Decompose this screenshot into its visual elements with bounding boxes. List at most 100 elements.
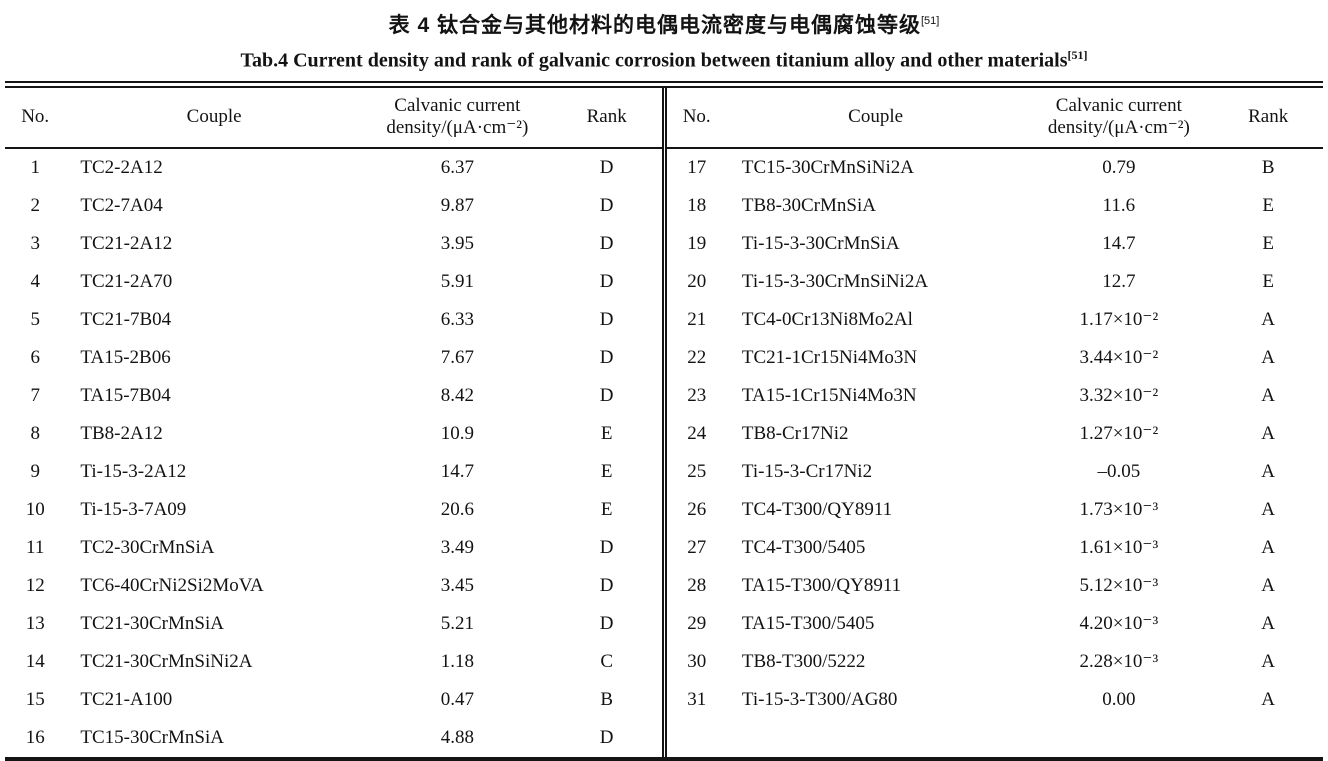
rank-cell: D (599, 346, 614, 368)
density-cell: 5.91 (440, 270, 474, 292)
no-cell: 25 (687, 460, 707, 482)
table-row: 14 TC21-30CrMnSiNi2A 1.18 C (5, 643, 662, 681)
density-cell: 0.47 (440, 688, 474, 710)
couple-cell: TA15-T300/5405 (741, 612, 875, 634)
no-cell: 10 (25, 498, 45, 520)
table-row: 21 TC4-0Cr13Ni8Mo2Al 1.17×10⁻² A (667, 301, 1324, 339)
rank-cell: A (1261, 384, 1276, 406)
density-cell: 4.88 (440, 726, 474, 748)
col-header-rank: Rank (551, 87, 662, 149)
rank-cell: B (600, 688, 614, 710)
no-cell: 3 (30, 232, 40, 254)
table-body-left: 1 TC2-2A12 6.37 D 2 TC2-7A04 9.87 D 3 TC21-2A12 3.… (5, 148, 662, 757)
rank-cell: A (1261, 422, 1276, 444)
no-cell: 7 (30, 384, 40, 406)
table-row: 7 TA15-7B04 8.42 D (5, 377, 662, 415)
rank-cell: D (599, 194, 614, 216)
table-row: 16 TC15-30CrMnSiA 4.88 D (5, 719, 662, 757)
rank-cell: A (1261, 688, 1276, 710)
couple-cell: TC21-30CrMnSiNi2A (80, 650, 253, 672)
couple-cell: TB8-30CrMnSiA (741, 194, 876, 216)
col-header-rank: Rank (1213, 87, 1323, 149)
couple-cell: TC6-40CrNi2Si2MoVA (80, 574, 264, 596)
rank-cell: A (1261, 460, 1276, 482)
rank-cell: A (1261, 612, 1276, 634)
density-cell: 0.79 (1102, 156, 1136, 178)
no-cell: 12 (25, 574, 45, 596)
table-right: No. Couple Calvanic current density/(μA·… (666, 87, 1324, 719)
col-header-density: Calvanic current density/(μA·cm⁻²) (1024, 87, 1214, 149)
couple-cell: Ti-15-3-30CrMnSiNi2A (741, 270, 929, 292)
table-row: 11 TC2-30CrMnSiA 3.49 D (5, 529, 662, 567)
header-row-right: No. Couple Calvanic current density/(μA·… (666, 87, 1323, 149)
couple-cell: TA15-7B04 (80, 384, 171, 406)
table-row: 29 TA15-T300/5405 4.20×10⁻³ A (667, 605, 1324, 643)
table-row: 24 TB8-Cr17Ni2 1.27×10⁻² A (667, 415, 1324, 453)
rank-cell: A (1261, 574, 1276, 596)
rank-cell: D (599, 308, 614, 330)
no-cell: 5 (30, 308, 40, 330)
density-cell: 3.44×10⁻² (1079, 347, 1159, 369)
rank-cell: E (600, 460, 613, 482)
no-cell: 31 (687, 688, 707, 710)
density-cell: 3.49 (440, 536, 474, 558)
density-cell: 7.67 (440, 346, 474, 368)
density-cell: 1.73×10⁻³ (1079, 499, 1159, 521)
couple-cell: TC4-T300/QY8911 (741, 498, 893, 520)
table-row: 27 TC4-T300/5405 1.61×10⁻³ A (667, 529, 1324, 567)
density-cell: 1.17×10⁻² (1079, 309, 1159, 331)
couple-cell: Ti-15-3-7A09 (80, 498, 187, 520)
table-row: 31 Ti-15-3-T300/AG80 0.00 A (667, 681, 1324, 719)
table-row: 9 Ti-15-3-2A12 14.7 E (5, 453, 662, 491)
density-cell: 6.37 (440, 156, 474, 178)
no-cell: 1 (30, 156, 40, 178)
rank-cell: A (1261, 308, 1276, 330)
no-cell: 18 (687, 194, 707, 216)
table-caption-en: Tab.4 Current density and rank of galvan… (0, 42, 1328, 74)
density-cell: 5.12×10⁻³ (1079, 575, 1159, 597)
rank-cell: D (599, 574, 614, 596)
table-row: 23 TA15-1Cr15Ni4Mo3N 3.32×10⁻² A (667, 377, 1324, 415)
rank-cell: E (600, 422, 613, 444)
no-cell: 9 (30, 460, 40, 482)
table-row: 8 TB8-2A12 10.9 E (5, 415, 662, 453)
couple-cell: TC4-T300/5405 (741, 536, 866, 558)
table-row: 28 TA15-T300/QY8911 5.12×10⁻³ A (667, 567, 1324, 605)
rank-cell: E (1262, 194, 1274, 216)
no-cell: 23 (687, 384, 707, 406)
no-cell: 27 (687, 536, 707, 558)
col-header-no: No. (5, 87, 66, 149)
couple-cell: TC2-7A04 (80, 194, 163, 216)
no-cell: 14 (25, 650, 45, 672)
table-caption-en-ref: [51] (1067, 48, 1088, 62)
couple-cell: TB8-2A12 (80, 422, 163, 444)
couple-cell: TC21-2A70 (80, 270, 173, 292)
rank-cell: E (1262, 270, 1274, 292)
table-row: 19 Ti-15-3-30CrMnSiA 14.7 E (667, 225, 1324, 263)
density-cell: 9.87 (440, 194, 474, 216)
no-cell: 4 (30, 270, 40, 292)
no-cell: 29 (687, 612, 707, 634)
couple-cell: Ti-15-3-T300/AG80 (741, 688, 898, 710)
table-left: No. Couple Calvanic current density/(μA·… (5, 87, 662, 757)
no-cell: 22 (687, 346, 707, 368)
table-row: 17 TC15-30CrMnSiNi2A 0.79 B (667, 148, 1324, 187)
no-cell: 19 (687, 232, 707, 254)
table-row: 13 TC21-30CrMnSiA 5.21 D (5, 605, 662, 643)
table-caption-zh-text: 表 4 钛合金与其他材料的电偶电流密度与电偶腐蚀等级 (388, 14, 921, 37)
density-cell: 12.7 (1102, 270, 1136, 292)
table-row: 2 TC2-7A04 9.87 D (5, 187, 662, 225)
rank-cell: D (599, 156, 614, 178)
table-row: 18 TB8-30CrMnSiA 11.6 E (667, 187, 1324, 225)
couple-cell: TB8-T300/5222 (741, 650, 866, 672)
rank-cell: D (599, 536, 614, 558)
table-caption-zh: 表 4 钛合金与其他材料的电偶电流密度与电偶腐蚀等级[51] (0, 8, 1328, 39)
table-caption-zh-ref: [51] (921, 15, 940, 27)
no-cell: 13 (25, 612, 45, 634)
no-cell: 24 (687, 422, 707, 444)
no-cell: 6 (30, 346, 40, 368)
table-row: 3 TC21-2A12 3.95 D (5, 225, 662, 263)
table-row: 4 TC21-2A70 5.91 D (5, 263, 662, 301)
couple-cell: TC4-0Cr13Ni8Mo2Al (741, 308, 913, 330)
